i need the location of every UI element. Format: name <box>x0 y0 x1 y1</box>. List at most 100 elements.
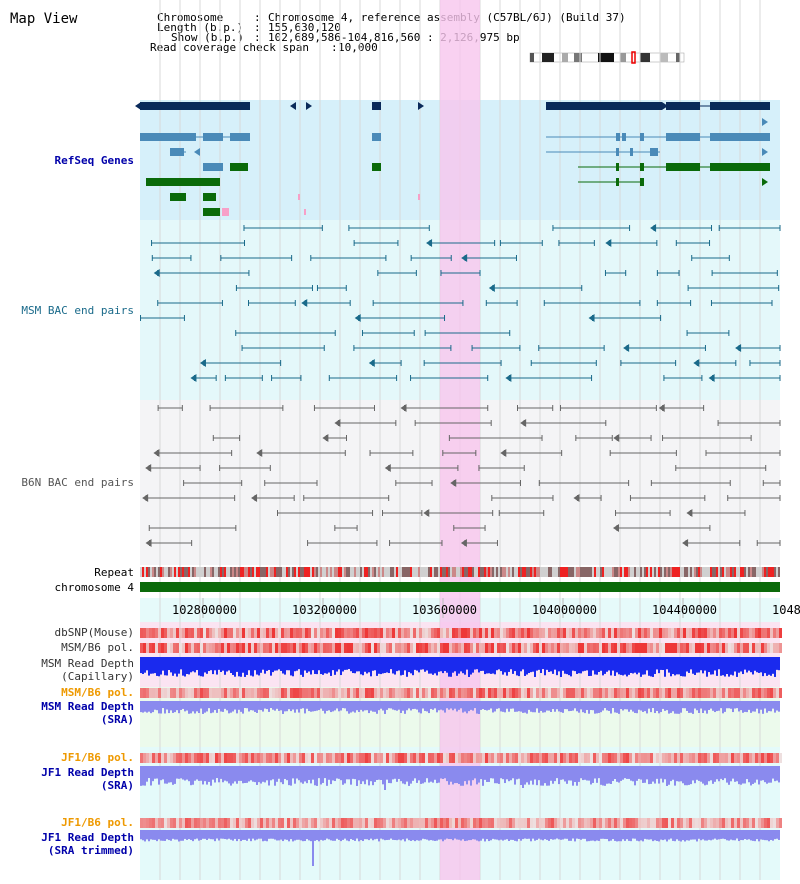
jf1-depth-sra-bar <box>506 766 508 780</box>
msm-b6-pol-2-cell <box>407 688 410 698</box>
msm-depth-cap-bar <box>426 657 428 671</box>
jf1-depth-trim-bar <box>230 830 232 840</box>
jf1-depth-trim-bar <box>244 830 246 840</box>
repeat-element <box>264 567 266 577</box>
jf1-depth-trim-bar <box>498 830 500 841</box>
msm-b6-pol-cell <box>425 643 428 653</box>
msm-depth-sra-bar <box>414 701 416 709</box>
jf1-b6-pol-cell <box>722 753 725 763</box>
msm-b6-pol-2-cell <box>629 688 632 698</box>
jf1-b6-pol-cell <box>764 753 767 763</box>
jf1-depth-trim-bar <box>150 830 152 840</box>
msm-depth-sra-bar <box>748 701 750 710</box>
jf1-depth-sra-bar <box>210 766 212 786</box>
jf1-depth-trim-bar <box>276 830 278 841</box>
msm-depth-cap-bar <box>462 657 464 674</box>
repeat-element <box>534 567 536 577</box>
jf1-depth-sra-bar <box>500 766 502 779</box>
jf1-b6-pol-2-cell <box>149 818 152 828</box>
jf1-b6-pol-cell <box>371 753 374 763</box>
jf1-depth-sra-bar <box>188 766 190 782</box>
jf1-depth-sra-bar <box>420 766 422 784</box>
msm-depth-sra-bar <box>184 701 186 712</box>
repeat-track[interactable] <box>140 567 780 577</box>
msm-bac-end-pairs-track[interactable] <box>140 224 781 382</box>
chromosome-ideogram[interactable] <box>529 51 685 64</box>
msm-b6-pol-2-cell <box>737 688 740 698</box>
msm-depth-sra-bar <box>400 701 402 714</box>
msm-b6-pol-cell <box>173 643 176 653</box>
selected-region-highlight[interactable] <box>440 0 480 880</box>
dbsnp-cell <box>587 628 590 638</box>
refseq-genes-track[interactable] <box>135 102 770 216</box>
heat-tracks[interactable] <box>140 628 782 828</box>
jf1-b6-pol-2-cell <box>593 818 596 828</box>
jf1-depth-trim-bar <box>600 830 602 839</box>
jf1-depth-trim-bar <box>166 830 168 840</box>
repeat-element <box>444 567 446 577</box>
jf1-depth-trim-bar <box>306 830 308 840</box>
jf1-b6-pol-cell <box>317 753 320 763</box>
msm-b6-pol-2-cell <box>326 688 329 698</box>
dbsnp-cell <box>206 628 209 638</box>
msm-depth-cap-bar <box>440 657 442 672</box>
jf1-depth-sra-bar <box>474 766 476 779</box>
jf1-b6-pol-cell <box>422 753 425 763</box>
msm-b6-pol-2-cell <box>389 688 392 698</box>
dbsnp-cell <box>653 628 656 638</box>
jf1-depth-sra-bar <box>142 766 144 786</box>
repeat-element <box>276 567 278 577</box>
repeat-element <box>404 567 406 577</box>
dbsnp-cell <box>662 628 665 638</box>
jf1-depth-sra-bar <box>322 766 324 783</box>
repeat-element <box>288 567 290 577</box>
msm-b6-pol-cell <box>704 643 707 653</box>
msm-depth-sra-bar <box>248 701 250 712</box>
repeat-element <box>366 567 368 577</box>
msm-b6-pol-cell <box>479 643 482 653</box>
svg-text::: : <box>331 41 338 54</box>
msm-depth-cap-bar <box>456 657 458 676</box>
msm-depth-sra-bar <box>364 701 366 711</box>
msm-depth-sra-bar <box>140 701 142 713</box>
jf1-b6-pol-cell <box>290 753 293 763</box>
msm-depth-cap-bar <box>648 657 650 676</box>
msm-depth-cap-bar <box>368 657 370 673</box>
ruler-tick-label: 104000000 <box>532 603 597 617</box>
msm-b6-pol-2-cell <box>545 688 548 698</box>
refseq-gene-exon <box>372 102 381 110</box>
msm-depth-cap-bar <box>638 657 640 673</box>
refseq-gene-exon <box>546 102 662 110</box>
jf1-b6-pol-2-cell <box>638 818 641 828</box>
msm-depth-sra-bar <box>418 701 420 713</box>
repeat-element <box>672 567 674 577</box>
depth-tracks[interactable] <box>140 657 780 866</box>
jf1-b6-pol-cell <box>536 753 539 763</box>
jf1-depth-sra-bar <box>526 766 528 783</box>
jf1-depth-trim-bar <box>256 830 258 840</box>
refseq-marker <box>298 194 300 200</box>
jf1-depth-trim-bar <box>442 830 444 842</box>
msm-depth-sra-bar <box>680 701 682 713</box>
dbsnp-cell <box>614 628 617 638</box>
dbsnp-cell <box>398 628 401 638</box>
b6n-bac-end-pairs-track[interactable] <box>142 404 781 547</box>
refseq-gene-exon <box>140 133 196 141</box>
msm-b6-pol-cell <box>569 643 572 653</box>
jf1-depth-sra-bar <box>416 766 418 783</box>
msm-depth-cap-bar <box>726 657 728 675</box>
msm-depth-cap-bar <box>436 657 438 676</box>
msm-depth-sra-bar <box>588 701 590 714</box>
jf1-b6-pol-cell <box>563 753 566 763</box>
dbsnp-cell <box>176 628 179 638</box>
msm-bac-arrow <box>693 359 700 367</box>
msm-b6-pol-2-cell <box>656 688 659 698</box>
dbsnp-cell <box>146 628 149 638</box>
jf1-depth-sra-bar <box>174 766 176 784</box>
label-jf1-b6-pol-2: JF1/B6 pol. <box>61 816 134 829</box>
b6n-bac-arrow <box>658 404 665 412</box>
msm-b6-pol-cell <box>311 643 314 653</box>
chromosome-bar[interactable] <box>140 582 780 592</box>
repeat-element <box>462 567 464 577</box>
